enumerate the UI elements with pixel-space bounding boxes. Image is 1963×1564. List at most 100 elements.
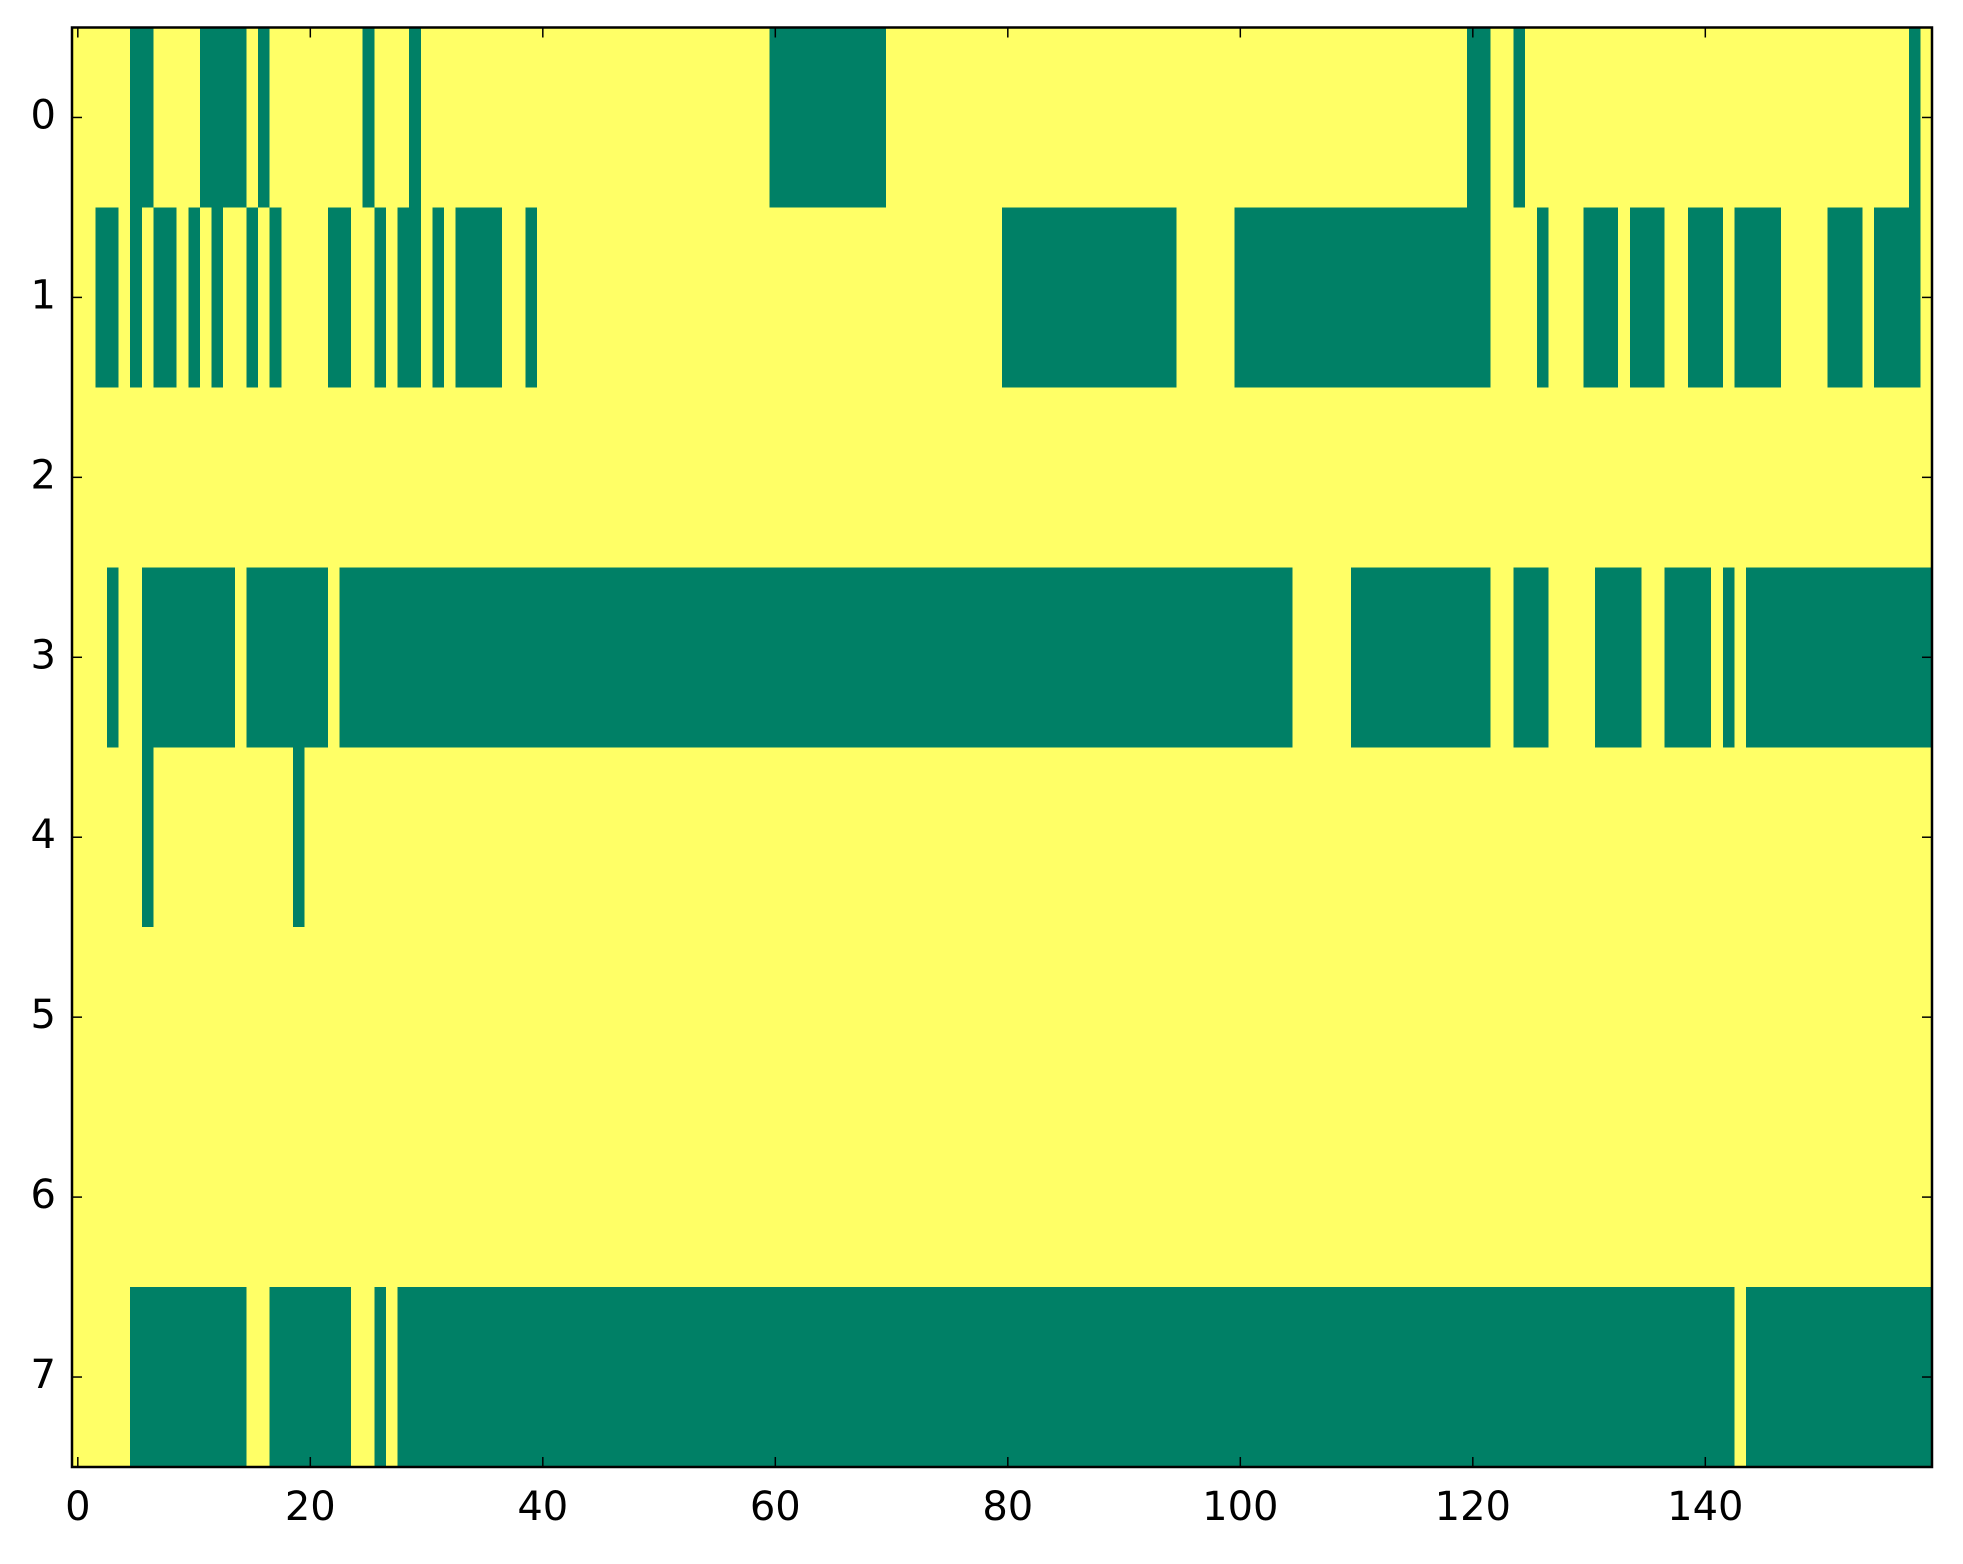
cell — [420, 207, 433, 388]
cell — [1606, 567, 1619, 748]
cell — [1664, 747, 1677, 928]
cell — [1873, 207, 1887, 388]
cell — [571, 927, 585, 1108]
cell — [1374, 567, 1387, 748]
cell — [595, 1287, 608, 1468]
cell — [1292, 27, 1305, 209]
cell — [1653, 387, 1666, 568]
cell — [502, 27, 515, 209]
cell — [83, 567, 96, 748]
cell — [967, 747, 980, 928]
cell — [1141, 747, 1154, 928]
cell — [176, 1287, 189, 1468]
cell — [1106, 927, 1119, 1108]
cell — [1385, 1287, 1398, 1468]
cell — [1885, 927, 1898, 1108]
cell — [362, 747, 375, 928]
cell — [816, 1107, 829, 1288]
cell — [1095, 207, 1108, 388]
cell — [862, 207, 875, 388]
cell — [595, 387, 608, 568]
cell — [1315, 1287, 1329, 1468]
cell — [804, 747, 817, 928]
cell — [292, 567, 306, 748]
cell — [595, 927, 608, 1108]
cell — [1350, 207, 1363, 388]
cell — [885, 1107, 898, 1288]
cell — [83, 1287, 96, 1468]
cell — [1071, 927, 1084, 1108]
cell — [1641, 747, 1654, 928]
cell — [1199, 1287, 1212, 1468]
cell — [1606, 207, 1619, 388]
cell — [1281, 927, 1294, 1108]
cell — [223, 567, 236, 748]
cell — [1432, 927, 1445, 1108]
cell — [1141, 207, 1154, 388]
cell — [1618, 927, 1631, 1108]
cell — [223, 207, 236, 388]
cell — [699, 1287, 712, 1468]
cell — [839, 207, 852, 388]
cell — [641, 747, 654, 928]
cell — [1385, 567, 1398, 748]
cell — [606, 387, 619, 568]
cell — [362, 1287, 375, 1468]
cell — [1618, 1107, 1631, 1288]
cell — [699, 207, 712, 388]
cell — [955, 207, 968, 388]
cell — [862, 567, 875, 748]
cell — [850, 27, 864, 209]
cell — [781, 207, 794, 388]
cell — [1827, 1287, 1840, 1468]
cell — [246, 927, 259, 1108]
cell — [769, 27, 782, 209]
cell — [467, 567, 480, 748]
cell — [1873, 927, 1887, 1108]
cell — [513, 747, 526, 928]
cell — [502, 1287, 515, 1468]
cell — [1095, 747, 1108, 928]
cell — [1129, 207, 1143, 388]
cell — [1594, 1287, 1608, 1468]
cell — [839, 1107, 852, 1288]
cell — [932, 747, 945, 928]
cell — [1525, 1287, 1538, 1468]
cell — [1315, 1107, 1329, 1288]
cell — [1897, 1287, 1910, 1468]
cell — [1839, 567, 1852, 748]
cell — [490, 1287, 503, 1468]
cell — [1699, 567, 1712, 748]
cell — [1153, 1107, 1166, 1288]
cell — [688, 747, 701, 928]
cell — [455, 387, 468, 568]
cell — [1420, 27, 1433, 209]
cell — [223, 387, 236, 568]
cell — [1792, 747, 1805, 928]
cell — [1664, 1107, 1677, 1288]
cell — [1792, 1107, 1805, 1288]
cell — [932, 567, 945, 748]
cell — [304, 747, 317, 928]
cell — [1002, 387, 1015, 568]
cell — [1327, 27, 1340, 209]
cell — [1594, 27, 1608, 209]
x-tick-label: 120 — [1435, 1484, 1511, 1530]
cell — [1432, 387, 1445, 568]
cell — [792, 387, 805, 568]
cell — [1048, 207, 1061, 388]
cell — [932, 387, 945, 568]
cell — [1432, 1287, 1445, 1468]
cell — [397, 1287, 410, 1468]
cell — [1339, 747, 1352, 928]
cell — [1792, 207, 1805, 388]
cell — [1036, 567, 1050, 748]
cell — [757, 27, 771, 209]
cell — [548, 567, 561, 748]
cell — [920, 1107, 933, 1288]
cell — [1385, 927, 1398, 1108]
cell — [223, 927, 236, 1108]
cell — [153, 747, 166, 928]
cell — [1583, 27, 1596, 209]
cell — [1455, 567, 1468, 748]
